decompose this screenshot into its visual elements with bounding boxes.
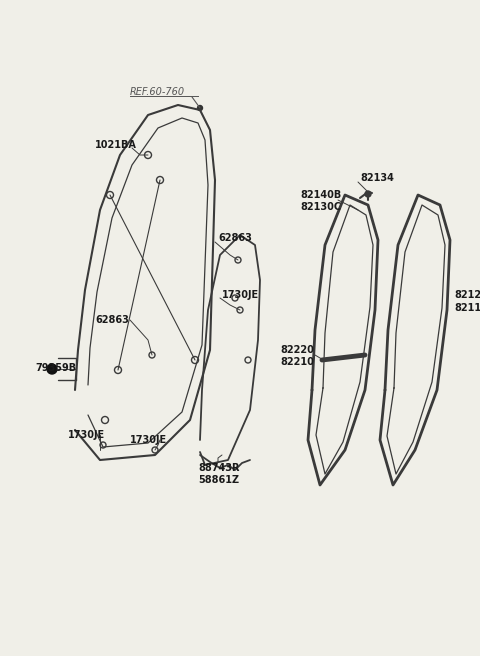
Text: 82220: 82220 [280,345,314,355]
Text: 1730JE: 1730JE [222,290,259,300]
Circle shape [197,106,203,110]
Text: 88743R: 88743R [198,463,240,473]
Text: REF.60-760: REF.60-760 [130,87,185,97]
Text: 82134: 82134 [360,173,394,183]
Text: 79359B: 79359B [35,363,76,373]
Text: 58861Z: 58861Z [198,475,239,485]
Text: 1730JE: 1730JE [68,430,105,440]
Text: 82130C: 82130C [300,202,341,212]
Text: 62863: 62863 [95,315,129,325]
Text: 82120A: 82120A [454,290,480,300]
Text: 82210: 82210 [280,357,314,367]
Text: 62863: 62863 [218,233,252,243]
Text: 1730JE: 1730JE [130,435,167,445]
Text: 82140B: 82140B [300,190,341,200]
Circle shape [47,364,57,374]
Circle shape [365,191,371,197]
Text: 82110A: 82110A [454,303,480,313]
Text: 1021BA: 1021BA [95,140,137,150]
